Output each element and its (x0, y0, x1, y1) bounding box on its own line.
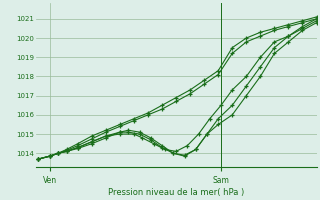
X-axis label: Pression niveau de la mer( hPa ): Pression niveau de la mer( hPa ) (108, 188, 244, 197)
